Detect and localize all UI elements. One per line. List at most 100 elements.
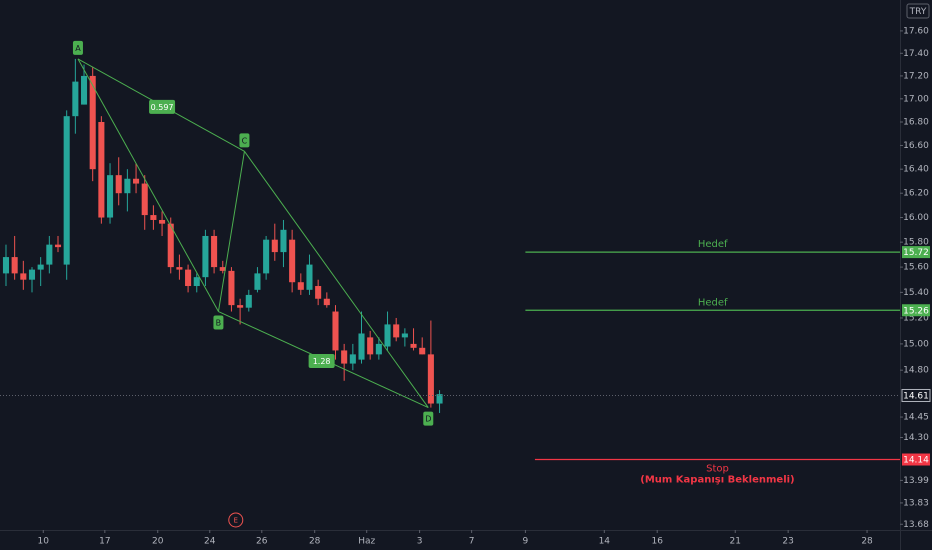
y-tick-label: 17.20 xyxy=(903,71,929,81)
y-tick-label: 13.83 xyxy=(903,498,929,508)
pattern-point-label: C xyxy=(242,136,248,145)
candle-body xyxy=(107,175,114,218)
x-tick-label: 9 xyxy=(523,537,529,547)
candle-body xyxy=(375,343,382,355)
x-tick-label: 28 xyxy=(309,537,321,547)
candle-body xyxy=(20,273,27,280)
candle-body xyxy=(159,219,166,224)
y-tick-label: 17.40 xyxy=(903,49,929,59)
y-tick-label: 16.60 xyxy=(903,141,929,151)
x-tick-label: 23 xyxy=(782,537,793,547)
candle-body xyxy=(80,75,88,105)
candle-body xyxy=(237,305,244,308)
level-sublabel: (Mum Kapanışı Beklenmeli) xyxy=(640,475,794,486)
ratio-box xyxy=(149,99,176,114)
candle-body xyxy=(297,282,304,290)
ratio-box xyxy=(308,353,335,368)
last-price-box xyxy=(901,388,931,402)
y-tick-label: 16.80 xyxy=(903,117,929,127)
candle-body xyxy=(427,354,434,404)
x-tick-label: 7 xyxy=(469,537,475,547)
y-tick-label: 15.00 xyxy=(903,339,929,349)
candle-body xyxy=(228,270,235,306)
candle-body xyxy=(150,215,157,220)
y-tick-label: 15.60 xyxy=(903,263,929,273)
candle-body xyxy=(323,298,330,306)
level-label: Hedef xyxy=(698,297,728,308)
candle-body xyxy=(167,223,174,268)
x-tick-label: 17 xyxy=(99,537,110,547)
candle-body xyxy=(46,244,53,265)
candle-body xyxy=(89,75,96,170)
candle-body xyxy=(2,257,10,274)
candle-body xyxy=(72,81,79,117)
candle-body xyxy=(263,239,270,274)
level-label: Stop xyxy=(706,464,729,475)
candle-body xyxy=(63,116,70,265)
level-label: Hedef xyxy=(698,239,728,250)
candle-body xyxy=(254,273,261,290)
candle-body xyxy=(245,294,252,308)
candle-body xyxy=(219,267,226,271)
y-tick-label: 15.40 xyxy=(903,288,929,298)
candle-body xyxy=(115,175,122,194)
x-tick-label: 14 xyxy=(599,537,611,547)
pattern-point-label: B xyxy=(216,319,222,328)
x-tick-label: 24 xyxy=(204,537,216,547)
pattern-line xyxy=(77,58,219,312)
candle-body xyxy=(141,183,148,216)
event-label: E xyxy=(234,517,238,525)
pattern-point-box xyxy=(213,315,224,330)
candle-body xyxy=(271,239,278,253)
x-tick-label: 26 xyxy=(256,537,268,547)
pattern-point-box xyxy=(72,40,83,55)
candle-body xyxy=(384,324,391,347)
candle-body xyxy=(332,311,339,351)
candle-body xyxy=(176,267,183,270)
level-price-box xyxy=(902,304,930,317)
currency-label: TRY xyxy=(909,7,927,17)
event-marker xyxy=(228,512,244,528)
x-tick-label: Haz xyxy=(358,537,375,547)
y-tick-label: 15.80 xyxy=(903,238,929,248)
candle-body xyxy=(11,257,18,274)
candle-body xyxy=(401,333,408,338)
y-tick-label: 13.99 xyxy=(903,476,929,486)
candle-body xyxy=(410,343,417,348)
candle-body xyxy=(211,235,218,268)
candle-body xyxy=(341,350,348,364)
candle-body xyxy=(37,264,44,270)
candle-body xyxy=(419,347,426,355)
pattern-line xyxy=(217,151,245,312)
x-tick-label: 3 xyxy=(417,537,423,547)
pattern-point-box xyxy=(239,133,250,148)
pattern-point-label: D xyxy=(425,415,431,424)
candle-body xyxy=(393,324,400,338)
candle-body xyxy=(315,286,322,299)
x-tick-label: 16 xyxy=(651,537,663,547)
level-price-box xyxy=(902,453,930,466)
candle-body xyxy=(367,337,374,355)
pattern-point-label: A xyxy=(75,44,81,53)
y-tick-label: 15.20 xyxy=(903,313,929,323)
candle-body xyxy=(306,264,313,290)
x-tick-label: 21 xyxy=(730,537,741,547)
y-tick-label: 16.20 xyxy=(903,189,929,199)
candle-body xyxy=(436,394,443,404)
y-tick-label: 17.60 xyxy=(903,26,929,36)
y-tick-label: 14.45 xyxy=(903,413,929,423)
y-tick-label: 14.80 xyxy=(903,366,929,376)
ratio-label: 0.597 xyxy=(151,103,174,112)
ratio-label: 1.28 xyxy=(313,357,331,366)
y-tick-label: 17.00 xyxy=(903,94,929,104)
y-tick-label: 14.30 xyxy=(903,433,929,443)
x-tick-label: 28 xyxy=(861,537,873,547)
x-tick-label: 10 xyxy=(38,537,50,547)
candle-body xyxy=(289,239,296,283)
level-price-box xyxy=(902,246,930,259)
pattern-point-box xyxy=(423,411,434,426)
candle-body xyxy=(124,178,131,194)
last-price-label: 14.61 xyxy=(903,391,929,401)
